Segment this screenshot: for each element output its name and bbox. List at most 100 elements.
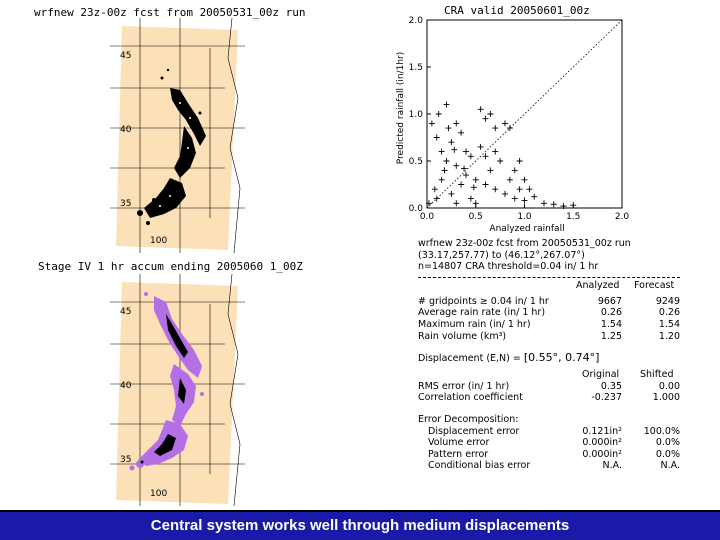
- scatter-point: [428, 120, 435, 127]
- stats-divider: [418, 276, 680, 278]
- scatter-point: [438, 148, 445, 155]
- scatter-point: [461, 165, 468, 172]
- x-tick-label: 1.0: [517, 212, 532, 222]
- stats-analyzed: 1.25: [600, 330, 622, 342]
- error-row: Pattern error 0.000in² 0.0%: [418, 449, 688, 461]
- scatter-point: [472, 200, 479, 207]
- stats-label: Rain volume (km³): [418, 330, 507, 342]
- scatter-xlabel: Analyzed rainfall: [489, 224, 564, 234]
- stats-forecast: 0.26: [658, 307, 680, 319]
- stats-forecast: 1.20: [658, 330, 680, 342]
- stats2-row: RMS error (in/ 1 hr) 0.35 0.00: [418, 381, 688, 393]
- scatter-plot: 0.0 0.5 1.0 1.5 2.0 0.0 0.5 1.0 1.5 2.0 Analyzed …: [396, 16, 630, 234]
- scatter-point: [443, 158, 450, 164]
- bottom-map-lon-100: 100: [150, 489, 167, 499]
- scatter-point: [477, 106, 484, 113]
- error-row: Volume error 0.000in² 0.0%: [418, 437, 688, 449]
- top-map-lon-100: 100: [150, 236, 167, 246]
- stats-col-headers-2: Original Shifted: [418, 369, 688, 381]
- caption-text: Central system works well through medium…: [150, 517, 570, 534]
- error-label: Pattern error: [428, 448, 489, 460]
- bottom-map-lat-45: 45: [120, 307, 131, 317]
- error-value: N.A.: [602, 460, 622, 472]
- error-value: 0.121in²: [582, 425, 622, 437]
- scatter-point: [531, 193, 538, 200]
- scatter-point: [516, 158, 523, 164]
- scatter-point: [425, 200, 432, 207]
- stats-row: Rain volume (km³) 1.25 1.20: [418, 331, 688, 343]
- col-original: Original: [582, 368, 620, 380]
- error-pct: 100.0%: [643, 425, 680, 437]
- top-map-lat-45: 45: [120, 51, 131, 61]
- error-pct: 0.0%: [655, 437, 680, 449]
- scatter-title: CRA valid 20050601_00z: [444, 4, 590, 17]
- scatter-point: [463, 172, 469, 179]
- top-map-title: wrfnew 23z-00z fcst from 20050531_00z ru…: [34, 6, 306, 19]
- stats-analyzed: 0.26: [600, 307, 622, 319]
- top-map-boundaries: [110, 18, 245, 253]
- scatter-point: [433, 134, 440, 141]
- error-pct: 0.0%: [655, 448, 680, 460]
- bottom-map-lat-35: 35: [120, 455, 131, 465]
- stats-panel: wrfnew 23z-00z fcst from 20050531_00z ru…: [418, 238, 688, 472]
- error-pct: N.A.: [660, 460, 680, 472]
- scatter-point: [492, 125, 499, 132]
- stats-label: Maximum rain (in/ 1 hr): [418, 318, 531, 330]
- displacement-label: Displacement (E,N) =: [418, 353, 521, 365]
- top-map-lat-40: 40: [120, 125, 132, 135]
- error-row: Displacement error 0.121in² 100.0%: [418, 426, 688, 438]
- scatter-point: [506, 176, 513, 183]
- top-map-domain: [116, 26, 238, 250]
- displacement-value: [0.55°, 0.74°]: [523, 351, 600, 365]
- scatter-point: [482, 153, 489, 160]
- scatter-point: [560, 203, 567, 210]
- col-forecast: Forecast: [634, 279, 675, 291]
- stats-analyzed: 1.54: [600, 318, 622, 330]
- bottom-map: 45 40 35 100: [110, 274, 245, 506]
- scatter-point: [458, 181, 465, 188]
- scatter-points: [425, 101, 577, 210]
- scatter-point: [445, 125, 452, 132]
- y-tick-label: 2.0: [409, 16, 424, 26]
- error-value: 0.000in²: [582, 437, 622, 449]
- stats-header-1: wrfnew 23z-00z fcst from 20050531_00z ru…: [418, 238, 631, 249]
- error-row: Conditional bias error N.A. N.A.: [418, 460, 688, 472]
- x-tick-label: 2.0: [615, 212, 630, 222]
- scatter-point: [458, 129, 465, 136]
- y-tick-label: 1.5: [409, 63, 423, 73]
- scatter-point: [433, 195, 440, 202]
- scatter-point: [570, 202, 577, 209]
- scatter-point: [453, 120, 460, 127]
- scatter-point: [506, 125, 513, 132]
- stats2-shifted: 1.000: [652, 392, 680, 404]
- scatter-point: [441, 167, 448, 174]
- error-label: Volume error: [428, 437, 490, 449]
- stats-rows-2: RMS error (in/ 1 hr) 0.35 0.00 Correlation …: [418, 381, 688, 404]
- scatter-point: [511, 167, 518, 174]
- stats2-original: 0.35: [600, 380, 622, 392]
- stats2-label: RMS error (in/ 1 hr): [418, 380, 510, 392]
- scatter-point: [453, 162, 460, 169]
- stats-row: Maximum rain (in/ 1 hr) 1.54 1.54: [418, 319, 688, 331]
- stats-rows: # gridpoints ≥ 0.04 in/ 1 hr 9667 9249 Aver…: [418, 296, 688, 342]
- scatter-point: [448, 139, 455, 146]
- stats-label: Average rain rate (in/ 1 hr): [418, 307, 546, 319]
- y-tick-label: 1.0: [409, 110, 424, 120]
- scatter-point: [438, 176, 445, 183]
- bottom-map-lat-40: 40: [120, 381, 132, 391]
- scatter-point: [516, 186, 523, 193]
- error-value: 0.000in²: [582, 448, 622, 460]
- x-tick-label: 0.5: [469, 212, 483, 222]
- scatter-point: [472, 176, 479, 183]
- stats-analyzed: 9667: [597, 295, 622, 307]
- stats-rows-3: Displacement error 0.121in² 100.0% Volume e…: [418, 426, 688, 472]
- scatter-point: [467, 153, 474, 160]
- col-analyzed: Analyzed: [576, 279, 620, 291]
- stats2-label: Correlation coefficient: [418, 392, 523, 404]
- x-tick-label: 0.0: [420, 212, 435, 222]
- stats-forecast: 9249: [655, 295, 680, 307]
- stats-header-3: n=14807 CRA threshold=0.04 in/ 1 hr: [418, 261, 599, 273]
- x-tick-label: 1.5: [566, 212, 580, 222]
- scatter-point: [477, 143, 484, 150]
- error-title: Error Decomposition:: [418, 413, 519, 425]
